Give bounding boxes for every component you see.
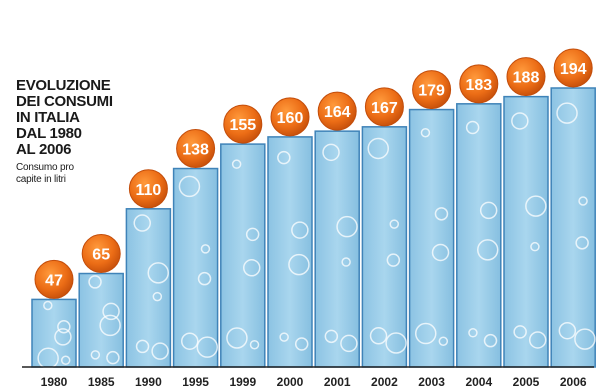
data-label-2006: 194: [560, 61, 587, 78]
x-tick-label-2002: 2002: [371, 375, 398, 389]
chart-title-line-5: AL 2006: [16, 141, 72, 158]
bar-bubbles-2005: [511, 112, 547, 349]
data-label-2000: 160: [277, 110, 304, 127]
data-label-2003: 179: [418, 83, 445, 100]
x-tick-label-2006: 2006: [560, 375, 587, 389]
value-bubble-2006: [553, 48, 593, 88]
x-tick-label-1990: 1990: [135, 375, 162, 389]
data-label-1999: 155: [229, 117, 256, 134]
bar-bubbles-2003: [414, 127, 450, 347]
bar-2000: [267, 136, 313, 368]
bar-bubbles-2002: [367, 137, 407, 354]
bar-1980: [31, 298, 77, 368]
bar-bubbles-2006: [556, 102, 596, 350]
bar-2004: [456, 103, 502, 368]
value-bubble-2003: [412, 70, 452, 110]
bar-bubbles-2004: [465, 120, 499, 348]
x-tick-label-1980: 1980: [41, 375, 68, 389]
x-tick-label-2004: 2004: [465, 375, 492, 389]
value-bubble-1985: [81, 234, 121, 274]
data-label-1980: 47: [45, 272, 63, 289]
chart-subtitle: Consumo pro capite in litri: [16, 162, 74, 185]
bar-bubbles-1995: [178, 175, 219, 358]
value-bubble-1980: [34, 259, 74, 299]
value-bubble-2002: [364, 87, 404, 127]
data-label-2002: 167: [371, 100, 398, 117]
bar-2005: [503, 95, 549, 368]
data-label-1995: 138: [182, 142, 209, 159]
x-tick-label-2005: 2005: [513, 375, 540, 389]
bar-bubbles-1990: [133, 214, 170, 360]
bar-2001: [314, 130, 360, 368]
chart-title-line-1: EVOLUZIONE: [16, 77, 111, 94]
data-label-1985: 65: [92, 247, 110, 264]
value-bubble-2005: [506, 57, 546, 97]
bar-1995: [172, 167, 219, 368]
x-tick-label-1985: 1985: [88, 375, 115, 389]
value-bubble-1999: [223, 104, 263, 144]
x-tick-label-2003: 2003: [418, 375, 445, 389]
bar-bubbles-2000: [277, 150, 310, 351]
bar-bubbles-1999: [226, 159, 261, 350]
data-label-2004: 183: [465, 77, 492, 94]
bar-2003: [408, 108, 455, 368]
chart-title-block: EVOLUZIONE DEI CONSUMI IN ITALIA DAL 198…: [16, 78, 146, 186]
x-tick-label-1995: 1995: [182, 375, 209, 389]
chart-title-line-2: DEI CONSUMI: [16, 93, 113, 110]
data-label-1990: 110: [135, 182, 161, 199]
x-tick-label-1999: 1999: [229, 375, 256, 389]
bar-bubbles-2001: [322, 143, 358, 353]
data-label-2005: 188: [513, 70, 540, 87]
bar-2006: [550, 87, 596, 368]
x-tick-label-2001: 2001: [324, 375, 351, 389]
x-tick-label-2000: 2000: [277, 375, 304, 389]
value-bubble-1990: [128, 169, 168, 209]
data-label-2001: 164: [324, 104, 351, 121]
bar-bubbles-1980: [37, 300, 72, 369]
value-bubble-1995: [176, 129, 216, 169]
chart-title-line-3: IN ITALIA: [16, 109, 80, 126]
chart-title-line-4: DAL 1980: [16, 125, 82, 142]
bar-bubbles-1985: [88, 275, 121, 365]
value-bubble-2004: [459, 64, 499, 104]
value-bubble-2001: [317, 91, 357, 131]
value-bubble-2000: [270, 97, 310, 137]
